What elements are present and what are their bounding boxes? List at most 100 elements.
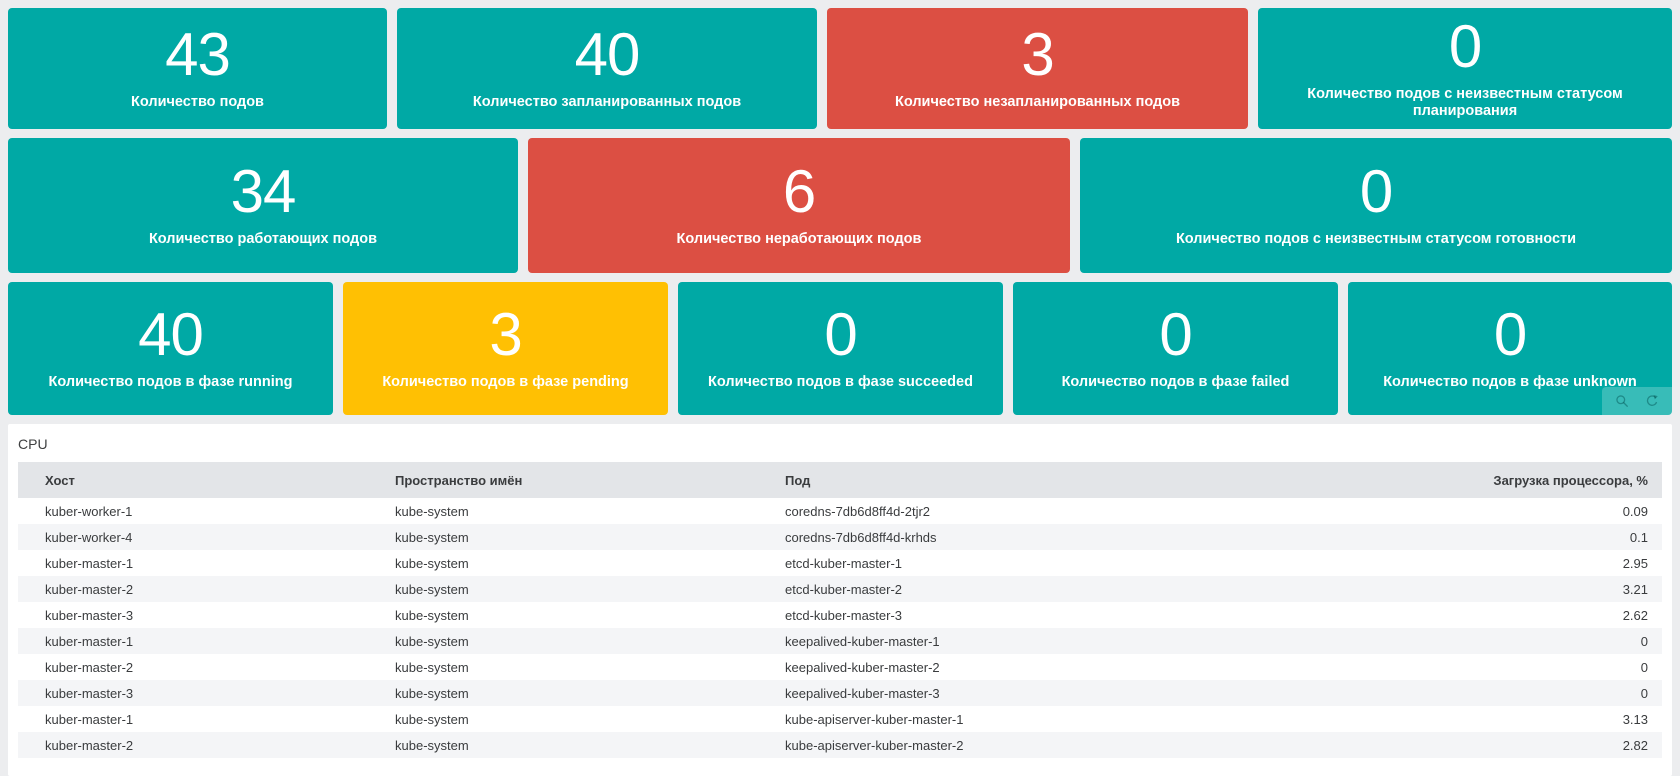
cell-namespace: kube-system (395, 607, 469, 623)
cell-pod: kube-apiserver-kuber-master-2 (785, 737, 964, 753)
stat-label: Количество подов в фазе failed (1061, 374, 1290, 391)
stat-value: 0 (1448, 12, 1482, 80)
cell-cpu: 2.95 (1622, 555, 1648, 571)
column-header-namespace: Пространство имён (395, 462, 785, 498)
stats-row-1: 43 Количество подов 40 Количество запланиро… (8, 8, 1672, 129)
table-row: kuber-master-1 kube-system kube-apiserver-… (18, 706, 1662, 732)
stat-label: Количество подов с неизвестным статусом … (1307, 85, 1623, 119)
cell-namespace: kube-system (395, 659, 469, 675)
stat-tile: 0 Количество подов с неизвестным статусом… (1258, 8, 1672, 129)
stat-value: 6 (782, 158, 816, 226)
cell-cpu: 2.82 (1622, 737, 1648, 753)
stat-label: Количество подов (131, 94, 264, 111)
table-row: kuber-worker-4 kube-system coredns-7db6d8f… (18, 524, 1662, 550)
table-row: kuber-master-1 kube-system etcd-kuber-mast… (18, 550, 1662, 576)
table-row: kuber-master-3 kube-system etcd-kuber-mast… (18, 602, 1662, 628)
stat-label: Количество подов в фазе unknown (1383, 374, 1637, 391)
table-row: kuber-master-2 kube-system keepalived-kube… (18, 654, 1662, 680)
cell-namespace: kube-system (395, 581, 469, 597)
cell-namespace: kube-system (395, 503, 469, 519)
cell-namespace: kube-system (395, 555, 469, 571)
cell-cpu: 3.21 (1622, 581, 1648, 597)
magnifier-icon[interactable] (1615, 394, 1629, 408)
stat-tile: 0 Количество подов в фазе unknown (1348, 282, 1672, 415)
cell-namespace: kube-system (395, 685, 469, 701)
stat-tile: 34 Количество работающих подов (8, 138, 518, 273)
stat-label: Количество подов с неизвестным статусом … (1175, 231, 1577, 248)
cell-namespace: kube-system (395, 529, 469, 545)
cell-pod: keepalived-kuber-master-1 (785, 633, 940, 649)
cell-host: kuber-master-2 (45, 737, 134, 753)
stat-value: 0 (1359, 158, 1393, 226)
stat-value: 3 (1021, 21, 1054, 89)
cell-host: kuber-master-1 (45, 555, 134, 571)
cpu-table-header-row: Хост Пространство имён Под Загрузка проц… (18, 462, 1662, 498)
cell-namespace: kube-system (395, 737, 469, 753)
stat-value: 0 (824, 301, 857, 369)
stat-label: Количество неработающих подов (676, 231, 922, 248)
cell-pod: keepalived-kuber-master-3 (785, 685, 940, 701)
stat-tile: 40 Количество запланированных подов (397, 8, 817, 129)
table-row: kuber-master-2 kube-system etcd-kuber-mast… (18, 576, 1662, 602)
table-row: kuber-master-3 kube-system keepalived-kube… (18, 680, 1662, 706)
cell-cpu: 0.1 (1629, 529, 1648, 545)
cell-pod: etcd-kuber-master-3 (785, 607, 903, 623)
stat-value: 0 (1493, 301, 1527, 369)
stat-tile: 0 Количество подов в фазе failed (1013, 282, 1338, 415)
stats-grid: 43 Количество подов 40 Количество запланиро… (8, 8, 1672, 415)
cpu-panel-title: CPU (18, 436, 48, 452)
column-header-host: Хост (18, 462, 395, 498)
stat-tile: 0 Количество подов с неизвестным статусом… (1080, 138, 1672, 273)
stat-value: 40 (138, 301, 204, 369)
cell-host: kuber-master-1 (45, 711, 134, 727)
stat-value: 43 (165, 21, 231, 89)
table-row: kuber-master-2 kube-system kube-apiserver-… (18, 732, 1662, 758)
stat-tile: 3 Количество подов в фазе pending (343, 282, 668, 415)
stat-tile: 6 Количество неработающих подов (528, 138, 1070, 273)
stat-tile: 0 Количество подов в фазе succeeded (678, 282, 1003, 415)
cell-pod: coredns-7db6d8ff4d-krhds (785, 529, 937, 545)
table-row: kuber-worker-1 kube-system coredns-7db6d8f… (18, 498, 1662, 524)
cell-pod: etcd-kuber-master-2 (785, 581, 903, 597)
stat-label: Количество работающих подов (148, 231, 378, 248)
stat-value: 34 (230, 158, 297, 226)
cell-cpu: 2.62 (1622, 607, 1648, 623)
stats-row-3: 40 Количество подов в фазе running 3 Количе… (8, 282, 1672, 415)
stat-label: Количество подов в фазе pending (382, 374, 629, 391)
stat-label: Количество подов в фазе running (48, 374, 293, 391)
cpu-widget-panel: CPU Хост Пространство имён Под Загрузка … (8, 424, 1672, 776)
cell-namespace: kube-system (395, 711, 469, 727)
cell-host: kuber-master-1 (45, 633, 134, 649)
cpu-table: Хост Пространство имён Под Загрузка проц… (18, 462, 1662, 758)
stat-label: Количество незапланированных подов (894, 94, 1181, 111)
cell-pod: coredns-7db6d8ff4d-2tjr2 (785, 503, 931, 519)
cell-cpu: 3.13 (1622, 711, 1648, 727)
stat-label: Количество подов в фазе succeeded (708, 374, 973, 391)
refresh-icon[interactable] (1645, 394, 1659, 408)
cell-pod: kube-apiserver-kuber-master-1 (785, 711, 964, 727)
stat-label: Количество запланированных подов (472, 94, 742, 111)
cell-host: kuber-worker-1 (45, 503, 133, 519)
stat-value: 0 (1159, 301, 1192, 369)
table-row: kuber-master-1 kube-system keepalived-kube… (18, 628, 1662, 654)
stat-tile: 3 Количество незапланированных подов (827, 8, 1248, 129)
cell-namespace: kube-system (395, 633, 469, 649)
cell-host: kuber-master-2 (45, 659, 134, 675)
cpu-table-wrap: Хост Пространство имён Под Загрузка проц… (8, 462, 1672, 758)
cell-host: kuber-master-2 (45, 581, 134, 597)
stat-tile: 40 Количество подов в фазе running (8, 282, 333, 415)
cell-pod: keepalived-kuber-master-2 (785, 659, 940, 675)
cell-cpu: 0.09 (1622, 503, 1648, 519)
cell-cpu: 0 (1640, 685, 1648, 701)
cell-pod: etcd-kuber-master-1 (785, 555, 903, 571)
cell-cpu: 0 (1640, 659, 1648, 675)
column-header-cpu-load: Загрузка процессора, % (1442, 462, 1662, 498)
stat-value: 3 (489, 301, 522, 369)
stat-tile: 43 Количество подов (8, 8, 387, 129)
cell-host: kuber-master-3 (45, 607, 134, 623)
stat-value: 40 (574, 21, 641, 89)
widget-hover-controls (1602, 387, 1672, 415)
cell-host: kuber-master-3 (45, 685, 134, 701)
cell-host: kuber-worker-4 (45, 529, 133, 545)
stats-row-2: 34 Количество работающих подов 6 Количество… (8, 138, 1672, 273)
